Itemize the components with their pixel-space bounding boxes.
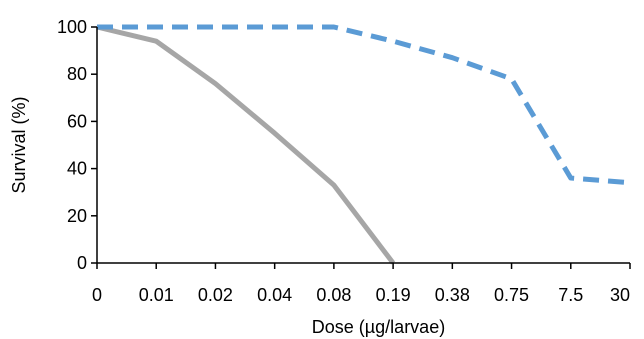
- x-tick-label: 0.19: [376, 285, 411, 305]
- y-tick-label: 80: [67, 64, 87, 84]
- y-tick-label: 100: [57, 17, 87, 37]
- y-tick-label: 40: [67, 159, 87, 179]
- x-tick-label: 0.04: [257, 285, 292, 305]
- y-tick-label: 60: [67, 111, 87, 131]
- tick-layer: 0 20 40 60 80 100 0 0.01 0.02 0.04 0.08 0.19 0.38 0.7…: [57, 17, 631, 305]
- x-tick-label: 0.01: [139, 285, 174, 305]
- y-tick-label: 20: [67, 206, 87, 226]
- x-tick-label: 0.75: [494, 285, 529, 305]
- y-tick-label: 0: [77, 253, 87, 273]
- x-axis-title: Dose (µg/larvae): [312, 317, 445, 337]
- series-layer: [96, 24, 631, 265]
- y-axis-title: Survival (%): [9, 96, 29, 193]
- axes-layer: [96, 27, 630, 264]
- x-tick-label: 0: [92, 285, 102, 305]
- x-tick-label: 0.38: [435, 285, 470, 305]
- series-line-2: [97, 24, 631, 186]
- x-tick-label: 0.08: [316, 285, 351, 305]
- x-tick-label: 0.02: [198, 285, 233, 305]
- x-tick-label: 30: [610, 285, 630, 305]
- series-line-1: [96, 24, 396, 265]
- x-tick-label: 7.5: [558, 285, 583, 305]
